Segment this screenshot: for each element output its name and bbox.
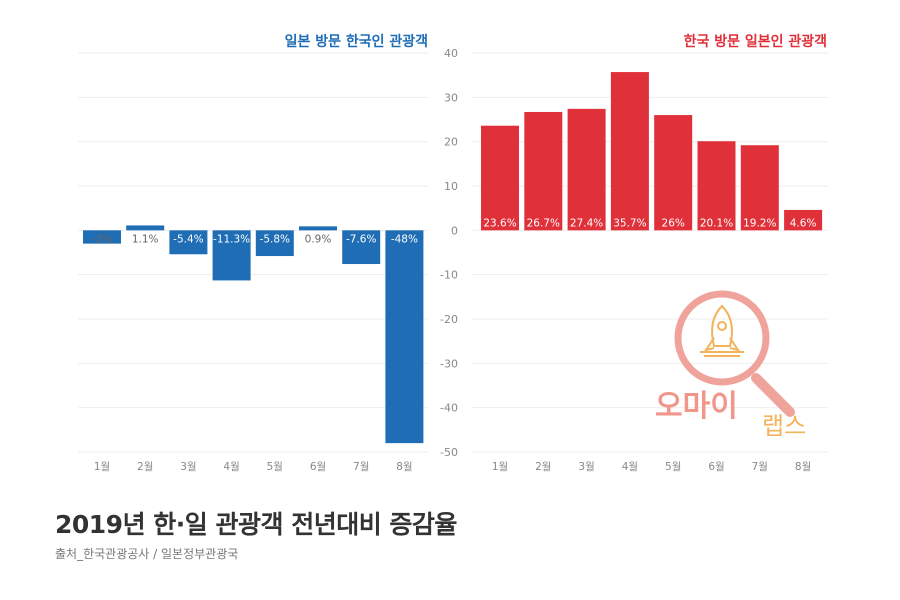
rocket-icon	[700, 304, 744, 357]
x-tick-label: 3월	[578, 461, 594, 473]
y-tick-label: -30	[440, 357, 458, 370]
x-tick-label: 4월	[622, 461, 638, 473]
bar	[654, 115, 693, 231]
data-label: -48%	[391, 233, 418, 245]
y-tick-label: -20	[440, 313, 458, 326]
y-tick-label: 40	[444, 47, 458, 60]
x-tick-label: 1월	[94, 461, 110, 473]
page-title: 2019년 한·일 관광객 전년대비 증감율	[55, 510, 457, 539]
bar	[255, 230, 294, 257]
data-label: 23.6%	[483, 217, 516, 229]
bar	[784, 209, 823, 231]
bar	[385, 230, 424, 444]
y-tick-label: -50	[440, 446, 458, 459]
x-tick-label: 3월	[180, 461, 196, 473]
magnifier-handle	[751, 373, 795, 417]
right-bars	[481, 72, 823, 231]
bar	[126, 225, 165, 231]
x-tick-label: 4월	[223, 461, 239, 473]
magnifier-ring	[674, 290, 770, 386]
data-label: -5.4%	[173, 233, 203, 245]
x-tick-label: 1월	[492, 461, 508, 473]
bar	[212, 230, 251, 281]
y-axis: 40 30 20 10 0 -10 -20 -30 -40 -50	[440, 47, 458, 459]
x-tick-label: 2월	[137, 461, 153, 473]
data-label: 26.7%	[527, 217, 560, 229]
data-label: -3%	[92, 233, 112, 245]
data-label: -7.6%	[346, 233, 376, 245]
bar	[567, 108, 606, 231]
x-tick-label: 5월	[665, 461, 681, 473]
data-label: 27.4%	[570, 217, 603, 229]
right-x-axis-ticks: 1월 2월 3월 4월 5월 6월 7월 8월	[492, 461, 811, 473]
left-chart: 일본 방문 한국인 관광객 -3% 1.1% -5.4% -11.3% -5.8% 0.9…	[83, 33, 428, 473]
bar	[299, 226, 337, 231]
right-chart: 한국 방문 일본인 관광객 23.6% 26.7% 27.4% 35.7% 26% 20.…	[481, 33, 827, 473]
x-tick-label: 8월	[396, 461, 412, 473]
left-x-axis-ticks: 1월 2월 3월 4월 5월 6월 7월 8월	[94, 461, 413, 473]
y-tick-label: -40	[440, 402, 458, 415]
right-chart-title: 한국 방문 일본인 관광객	[684, 33, 827, 50]
x-tick-label: 7월	[752, 461, 768, 473]
data-label: 4.6%	[790, 217, 817, 229]
bar	[342, 230, 381, 265]
watermark-logo: 오마이 랩스	[655, 290, 806, 440]
bar	[740, 145, 779, 231]
watermark-text-sub: 랩스	[762, 412, 806, 440]
data-label: 35.7%	[613, 217, 646, 229]
y-tick-label: 10	[444, 180, 458, 193]
bar	[481, 125, 519, 231]
x-tick-label: 6월	[310, 461, 326, 473]
x-tick-label: 7월	[353, 461, 369, 473]
x-tick-label: 6월	[708, 461, 724, 473]
x-tick-label: 2월	[535, 461, 551, 473]
data-label: 0.9%	[305, 233, 332, 245]
source-note: 출처_한국관광공사 / 일본정부관광국	[55, 547, 239, 561]
data-label: 20.1%	[700, 217, 733, 229]
x-tick-label: 8월	[795, 461, 811, 473]
watermark-text-main: 오마이	[655, 389, 738, 424]
bar	[697, 141, 736, 231]
x-tick-label: 5월	[267, 461, 283, 473]
data-label: -11.3%	[213, 233, 250, 245]
y-tick-label: 20	[444, 136, 458, 149]
bar	[169, 230, 208, 255]
left-data-labels: -3% 1.1% -5.4% -11.3% -5.8% 0.9% -7.6% -48%	[92, 233, 418, 245]
data-label: -5.8%	[260, 233, 290, 245]
left-bars	[83, 225, 424, 444]
bar	[83, 230, 121, 244]
bar	[610, 72, 649, 231]
y-tick-label: -10	[440, 269, 458, 282]
data-label: 26%	[662, 217, 685, 229]
data-label: 19.2%	[743, 217, 776, 229]
y-tick-label: 0	[451, 224, 458, 237]
y-tick-label: 30	[444, 91, 458, 104]
data-label: 1.1%	[132, 233, 159, 245]
right-data-labels: 23.6% 26.7% 27.4% 35.7% 26% 20.1% 19.2% 4.6%	[483, 217, 816, 229]
left-chart-title: 일본 방문 한국인 관광객	[285, 33, 428, 50]
bar	[524, 111, 563, 231]
